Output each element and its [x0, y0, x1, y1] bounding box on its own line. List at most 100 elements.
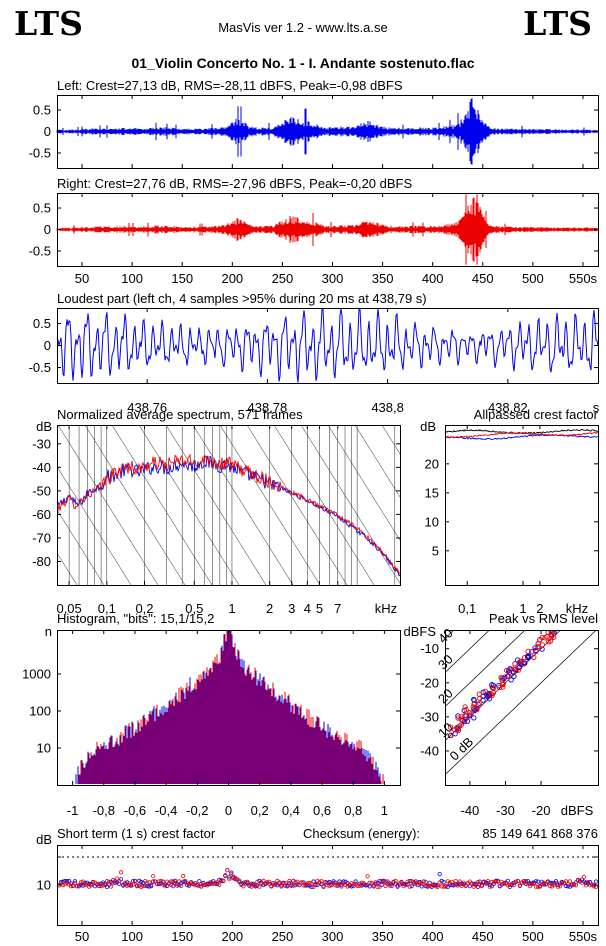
svg-text:-40: -40 [420, 743, 439, 758]
svg-text:-30: -30 [32, 436, 51, 451]
svg-text:4: 4 [304, 601, 311, 616]
svg-text:500: 500 [522, 271, 544, 286]
svg-text:200: 200 [221, 929, 243, 944]
svg-text:3: 3 [288, 601, 295, 616]
svg-text:500: 500 [522, 929, 544, 944]
right-waveform-stats: Right: Crest=27,76 dB, RMS=-27,96 dBFS, … [57, 176, 413, 191]
svg-text:-0,6: -0,6 [124, 803, 146, 818]
svg-text:10: 10 [425, 514, 439, 529]
spectrum-plot: -30 -40 -50 -60 -70 -80 0,05 0,1 0,2 0,5 1 2 3 4 5 7 kHz [32, 425, 401, 616]
left-waveform-stats: Left: Crest=27,13 dB, RMS=-28,11 dBFS, P… [57, 78, 403, 93]
svg-text:0,5: 0,5 [185, 601, 203, 616]
svg-text:450: 450 [472, 929, 494, 944]
svg-text:-80: -80 [32, 554, 51, 569]
svg-text:-0,4: -0,4 [155, 803, 177, 818]
svg-text:550s: 550s [569, 271, 598, 286]
svg-text:s: s [593, 400, 600, 415]
svg-text:0,6: 0,6 [313, 803, 331, 818]
svg-text:100: 100 [29, 704, 51, 719]
svg-text:-50: -50 [32, 483, 51, 498]
svg-text:2: 2 [536, 601, 543, 616]
svg-text:150: 150 [171, 271, 193, 286]
histogram-plot: 1000 100 10 -1 -0,8 -0,6 -0,4 -0,2 0 0,2 0,4 0,6 0,8… [22, 630, 401, 818]
short-term-crest-plot: 10 [37, 845, 599, 926]
svg-text:2: 2 [266, 601, 273, 616]
svg-text:dBFS: dBFS [561, 803, 594, 818]
svg-text:-20: -20 [420, 675, 439, 690]
svg-text:-70: -70 [32, 530, 51, 545]
svg-text:10: 10 [37, 878, 51, 893]
svg-text:-0.5: -0.5 [29, 145, 51, 160]
svg-text:1: 1 [381, 803, 388, 818]
checksum-value: 85 149 641 868 376 [482, 826, 598, 841]
svg-text:0 dB: 0 dB [447, 734, 477, 763]
svg-text:550s: 550s [569, 929, 598, 944]
svg-text:100: 100 [121, 271, 143, 286]
svg-text:5: 5 [316, 601, 323, 616]
svg-text:-40: -40 [461, 803, 480, 818]
svg-text:0: 0 [225, 803, 232, 818]
svg-text:438,78: 438,78 [248, 400, 288, 415]
svg-text:kHz: kHz [566, 601, 588, 616]
svg-text:15: 15 [425, 485, 439, 500]
svg-text:-40: -40 [32, 460, 51, 475]
svg-text:0,1: 0,1 [98, 601, 116, 616]
svg-text:-20: -20 [532, 803, 551, 818]
svg-text:5: 5 [432, 543, 439, 558]
svg-text:350: 350 [372, 271, 394, 286]
allpassed-ylabel: dB [420, 419, 436, 434]
svg-text:kHz: kHz [375, 601, 397, 616]
svg-text:0.5: 0.5 [33, 201, 51, 216]
svg-text:10: 10 [37, 741, 51, 756]
short-crest-label: Short term (1 s) crest factor [57, 826, 216, 841]
svg-text:0.5: 0.5 [33, 316, 51, 331]
logo-right: LTS [523, 4, 592, 43]
svg-text:0,05: 0,05 [56, 601, 81, 616]
svg-text:-1: -1 [67, 803, 79, 818]
svg-text:-10: -10 [420, 641, 439, 656]
right-waveform-plot: 0.5 0 -0.5 [29, 193, 599, 267]
svg-text:-0,8: -0,8 [93, 803, 115, 818]
spectrum-label: Normalized average spectrum, 571 frames [57, 407, 303, 422]
peak-rms-ylabel: dBFS [403, 624, 436, 639]
svg-text:1000: 1000 [22, 667, 51, 682]
histogram-ylabel: n [44, 624, 52, 639]
svg-text:200: 200 [221, 271, 243, 286]
svg-text:50: 50 [75, 929, 89, 944]
loudest-part-label: Loudest part (left ch, 4 samples >95% du… [57, 291, 427, 306]
spectrum-ylabel: dB [36, 419, 52, 434]
svg-text:-60: -60 [32, 507, 51, 522]
svg-text:438,76: 438,76 [127, 400, 167, 415]
svg-text:20: 20 [425, 456, 439, 471]
histogram-label: Histogram, "bits": 15,1/15,2 [57, 611, 215, 626]
svg-text:100: 100 [121, 929, 143, 944]
svg-text:400: 400 [422, 929, 444, 944]
svg-text:-30: -30 [420, 709, 439, 724]
svg-text:150: 150 [171, 929, 193, 944]
loudest-part-plot: 0.5 0 -0.5 438,76 438,78 438,8 438,82 s [29, 307, 600, 415]
svg-text:7: 7 [334, 601, 341, 616]
allpassed-label: Allpassed crest factor [473, 407, 598, 422]
svg-text:0: 0 [44, 124, 51, 139]
svg-text:1: 1 [519, 601, 526, 616]
page-title: 01_Violin Concerto No. 1 - I. Andante so… [131, 55, 475, 71]
svg-text:0,2: 0,2 [251, 803, 269, 818]
svg-text:0,4: 0,4 [282, 803, 300, 818]
svg-text:0.5: 0.5 [33, 103, 51, 118]
svg-text:0: 0 [44, 338, 51, 353]
svg-text:350: 350 [372, 929, 394, 944]
short-term-time-axis-labels: 50 100 150 200 250 300 350 400 450 500 550s [75, 929, 598, 944]
svg-text:300: 300 [322, 271, 344, 286]
peak-rms-label: Peak vs RMS level [488, 611, 598, 626]
svg-text:0,8: 0,8 [344, 803, 362, 818]
svg-text:-0.5: -0.5 [29, 360, 51, 375]
svg-text:300: 300 [322, 929, 344, 944]
svg-text:50: 50 [75, 271, 89, 286]
app-version-text: MasVis ver 1.2 - www.lts.a.se [218, 20, 388, 35]
svg-text:-0,2: -0,2 [186, 803, 208, 818]
checksum-label: Checksum (energy): [303, 826, 421, 841]
waveform-time-axis-labels: 50 100 150 200 250 300 350 400 450 500 550s [75, 271, 598, 286]
